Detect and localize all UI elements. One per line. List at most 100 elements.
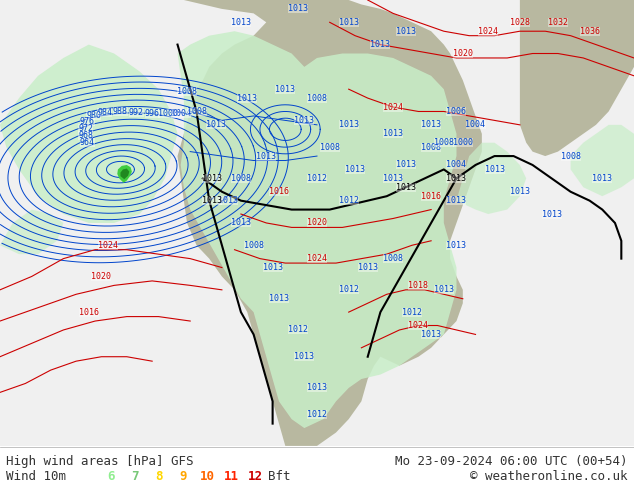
Text: 1013: 1013 [446, 174, 467, 183]
Polygon shape [0, 45, 178, 223]
Text: 1020: 1020 [91, 272, 112, 281]
Text: 1013: 1013 [421, 330, 441, 339]
Text: 992: 992 [129, 108, 144, 117]
Text: 1000: 1000 [158, 109, 178, 118]
Text: 964: 964 [80, 138, 95, 147]
Text: 1000: 1000 [453, 138, 473, 147]
Text: 1012: 1012 [339, 196, 359, 205]
Text: 1013: 1013 [231, 219, 251, 227]
Text: 1008: 1008 [560, 151, 581, 161]
Text: 1013: 1013 [510, 187, 530, 196]
Polygon shape [571, 125, 634, 196]
Polygon shape [178, 0, 482, 446]
Text: 1024: 1024 [478, 27, 498, 36]
Text: 7: 7 [131, 470, 139, 483]
Text: 1013: 1013 [307, 384, 327, 392]
Text: 1013: 1013 [294, 352, 314, 361]
Text: 1013: 1013 [202, 174, 223, 183]
Text: 980: 980 [86, 111, 101, 121]
Text: 1024: 1024 [408, 321, 429, 330]
Text: 1013: 1013 [202, 196, 223, 205]
Text: 1008: 1008 [421, 143, 441, 151]
Text: 1013: 1013 [218, 196, 238, 205]
Polygon shape [120, 169, 129, 179]
Text: 9: 9 [179, 470, 187, 483]
Text: 1013: 1013 [256, 151, 276, 161]
Text: 1013: 1013 [205, 121, 226, 129]
Text: 1012: 1012 [307, 410, 327, 419]
Text: 1013: 1013 [275, 85, 295, 94]
Text: 1008: 1008 [243, 241, 264, 250]
Text: 1013: 1013 [339, 18, 359, 27]
Text: 1016: 1016 [79, 308, 99, 317]
Text: 976: 976 [80, 117, 95, 126]
Text: 1013: 1013 [294, 116, 314, 125]
Text: 1013: 1013 [446, 241, 467, 250]
Text: 1018: 1018 [408, 281, 429, 290]
Text: 1012: 1012 [339, 285, 359, 294]
Text: 1004: 1004 [171, 109, 191, 118]
Text: 972: 972 [78, 124, 93, 133]
Text: 1008: 1008 [186, 107, 207, 116]
Text: 1008: 1008 [320, 143, 340, 151]
Text: 1013: 1013 [396, 183, 416, 192]
Text: 1013: 1013 [446, 196, 467, 205]
Text: 984: 984 [97, 108, 112, 117]
Text: 1004: 1004 [446, 161, 467, 170]
Text: 1020: 1020 [453, 49, 473, 58]
Text: 1013: 1013 [396, 161, 416, 170]
Text: 1020: 1020 [307, 219, 327, 227]
Text: 1008: 1008 [231, 174, 251, 183]
Text: 1004: 1004 [465, 121, 486, 129]
Text: Mo 23-09-2024 06:00 UTC (00+54): Mo 23-09-2024 06:00 UTC (00+54) [395, 455, 628, 468]
Text: 1013: 1013 [396, 27, 416, 36]
Text: 1012: 1012 [402, 308, 422, 317]
Text: 1013: 1013 [288, 4, 308, 13]
Text: 996: 996 [145, 109, 160, 118]
Polygon shape [520, 0, 634, 156]
Text: 1008: 1008 [177, 87, 197, 96]
Text: 988: 988 [113, 107, 128, 116]
Text: 1024: 1024 [383, 102, 403, 112]
Text: 1012: 1012 [288, 325, 308, 335]
Text: 6: 6 [107, 470, 115, 483]
Text: High wind areas [hPa] GFS: High wind areas [hPa] GFS [6, 455, 194, 468]
Polygon shape [456, 143, 526, 214]
Text: 11: 11 [224, 470, 239, 483]
Text: 8: 8 [155, 470, 163, 483]
Text: 1013: 1013 [339, 121, 359, 129]
Text: 1008: 1008 [307, 94, 327, 102]
Polygon shape [0, 210, 63, 254]
Text: 1013: 1013 [262, 263, 283, 272]
Text: 1008: 1008 [383, 254, 403, 263]
Text: 1013: 1013 [434, 285, 454, 294]
Text: 1032: 1032 [548, 18, 568, 27]
Text: 12: 12 [248, 470, 263, 483]
Polygon shape [178, 31, 456, 428]
Text: Bft: Bft [268, 470, 291, 483]
Text: 1012: 1012 [307, 174, 327, 183]
Text: 1013: 1013 [484, 165, 505, 174]
Text: © weatheronline.co.uk: © weatheronline.co.uk [470, 470, 628, 483]
Text: 1013: 1013 [383, 174, 403, 183]
Text: 1024: 1024 [307, 254, 327, 263]
Text: 1016: 1016 [421, 192, 441, 201]
Text: 1013: 1013 [541, 210, 562, 219]
Polygon shape [117, 165, 132, 183]
Text: 968: 968 [78, 131, 93, 141]
Text: 1013: 1013 [345, 165, 365, 174]
Text: 1013: 1013 [237, 94, 257, 102]
Text: 1013: 1013 [370, 40, 391, 49]
Text: 1008: 1008 [434, 138, 454, 147]
Text: 1028: 1028 [510, 18, 530, 27]
Text: 1013: 1013 [383, 129, 403, 138]
Text: 10: 10 [200, 470, 215, 483]
Text: 1013: 1013 [231, 18, 251, 27]
Text: 1013: 1013 [421, 121, 441, 129]
Text: 1013: 1013 [358, 263, 378, 272]
Text: 1013: 1013 [592, 174, 612, 183]
Text: 1036: 1036 [579, 27, 600, 36]
Text: 1016: 1016 [269, 187, 289, 196]
Text: 1006: 1006 [446, 107, 467, 116]
Text: 1013: 1013 [269, 294, 289, 303]
